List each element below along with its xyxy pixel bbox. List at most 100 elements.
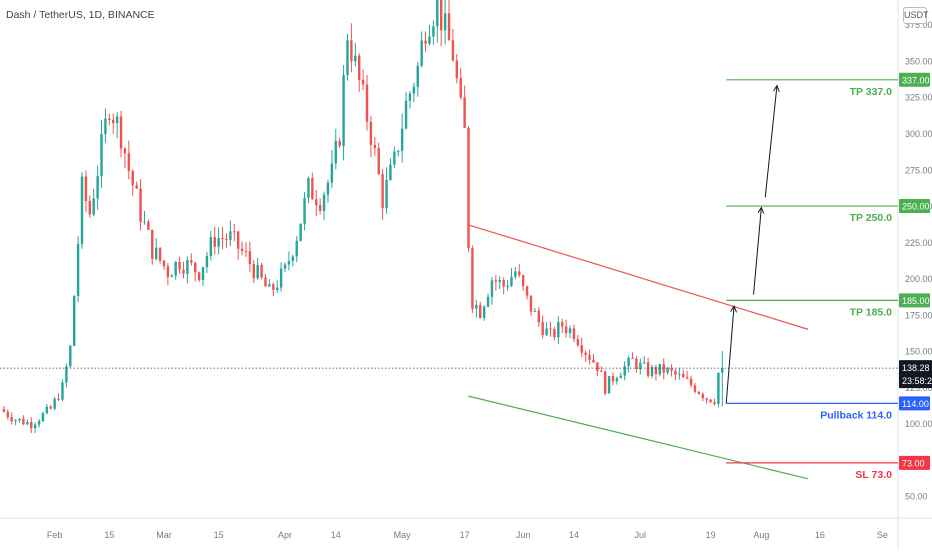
candle-body[interactable] — [41, 413, 45, 422]
candle-body[interactable] — [197, 272, 201, 281]
candle-body[interactable] — [334, 140, 337, 164]
candle-body[interactable] — [135, 185, 138, 189]
candle-body[interactable] — [26, 421, 29, 425]
candle-body[interactable] — [658, 364, 662, 375]
candle-body[interactable] — [494, 280, 498, 282]
candle-body[interactable] — [717, 372, 720, 404]
candle-body[interactable] — [22, 418, 25, 425]
candle-body[interactable] — [521, 275, 525, 287]
candle-body[interactable] — [229, 231, 232, 240]
candle-body[interactable] — [92, 198, 95, 215]
candle-body[interactable] — [529, 295, 533, 312]
candle-body[interactable] — [2, 409, 6, 412]
candle-body[interactable] — [33, 424, 37, 429]
candle-body[interactable] — [100, 134, 103, 177]
candle-body[interactable] — [252, 264, 255, 279]
candle-body[interactable] — [14, 420, 17, 422]
candle-body[interactable] — [459, 78, 462, 98]
candle-body[interactable] — [303, 197, 306, 224]
candle-body[interactable] — [639, 362, 642, 370]
candle-body[interactable] — [400, 128, 404, 151]
candle-body[interactable] — [350, 40, 353, 62]
candle-body[interactable] — [475, 304, 478, 309]
candle-body[interactable] — [342, 75, 345, 147]
candle-body[interactable] — [322, 194, 326, 211]
candle-body[interactable] — [490, 280, 494, 297]
candle-body[interactable] — [18, 418, 21, 421]
candle-body[interactable] — [190, 260, 193, 263]
candle-body[interactable] — [49, 406, 52, 409]
candle-body[interactable] — [186, 260, 189, 274]
candle-body[interactable] — [709, 399, 712, 403]
candle-body[interactable] — [139, 188, 142, 222]
candle-body[interactable] — [57, 398, 60, 400]
candle-body[interactable] — [166, 266, 170, 277]
candle-body[interactable] — [291, 256, 295, 262]
candle-body[interactable] — [76, 243, 80, 296]
candle-body[interactable] — [357, 55, 361, 80]
candle-body[interactable] — [377, 148, 380, 174]
candle-body[interactable] — [662, 364, 665, 373]
candle-body[interactable] — [158, 247, 162, 261]
candle-body[interactable] — [479, 304, 482, 318]
candle-body[interactable] — [119, 116, 123, 149]
candle-body[interactable] — [713, 402, 716, 404]
candle-body[interactable] — [412, 86, 416, 94]
candle-body[interactable] — [451, 40, 455, 61]
channel-lower-line[interactable] — [468, 395, 809, 480]
candle-body[interactable] — [275, 287, 279, 290]
candle-body[interactable] — [170, 275, 174, 277]
candle-body[interactable] — [53, 398, 56, 409]
candle-body[interactable] — [30, 421, 33, 429]
candle-body[interactable] — [463, 97, 466, 128]
candle-body[interactable] — [80, 176, 84, 244]
candle-body[interactable] — [346, 40, 349, 76]
candle-body[interactable] — [467, 127, 470, 249]
candle-body[interactable] — [514, 271, 517, 277]
candle-body[interactable] — [6, 411, 10, 418]
currency-button[interactable]: USDT — [903, 7, 929, 24]
candle-body[interactable] — [533, 310, 537, 312]
channel-upper-line[interactable] — [468, 224, 809, 330]
candle-body[interactable] — [131, 170, 134, 186]
candle-body[interactable] — [127, 153, 131, 171]
candle-body[interactable] — [615, 378, 619, 382]
candle-body[interactable] — [693, 385, 697, 392]
candle-body[interactable] — [603, 371, 607, 394]
candle-body[interactable] — [112, 119, 115, 124]
candle-body[interactable] — [299, 223, 302, 241]
candle-body[interactable] — [108, 118, 111, 120]
candle-body[interactable] — [154, 247, 158, 259]
candle-body[interactable] — [572, 328, 576, 340]
candle-body[interactable] — [115, 116, 119, 124]
candle-body[interactable] — [389, 164, 392, 180]
candle-body[interactable] — [393, 151, 396, 165]
candle-body[interactable] — [326, 182, 330, 195]
candle-body[interactable] — [408, 93, 412, 101]
candle-body[interactable] — [721, 368, 724, 373]
candle-body[interactable] — [486, 296, 490, 307]
candle-body[interactable] — [260, 264, 263, 278]
candle-body[interactable] — [568, 328, 572, 334]
candle-body[interactable] — [482, 306, 486, 318]
candle-body[interactable] — [194, 262, 197, 273]
candle-body[interactable] — [553, 329, 556, 338]
candle-body[interactable] — [576, 339, 580, 346]
candle-body[interactable] — [678, 373, 681, 375]
candle-body[interactable] — [315, 199, 318, 206]
candle-body[interactable] — [256, 264, 259, 279]
candle-body[interactable] — [240, 248, 244, 251]
candle-body[interactable] — [432, 26, 435, 37]
candle-body[interactable] — [443, 13, 447, 31]
candle-body[interactable] — [498, 279, 501, 282]
candle-body[interactable] — [104, 118, 107, 135]
candle-body[interactable] — [209, 237, 213, 256]
forecast-arrow[interactable] — [764, 86, 777, 198]
candle-body[interactable] — [295, 240, 298, 257]
candle-body[interactable] — [502, 279, 505, 287]
candle-body[interactable] — [564, 326, 568, 334]
candle-body[interactable] — [584, 352, 587, 355]
candle-body[interactable] — [631, 357, 634, 359]
candle-body[interactable] — [697, 391, 701, 395]
